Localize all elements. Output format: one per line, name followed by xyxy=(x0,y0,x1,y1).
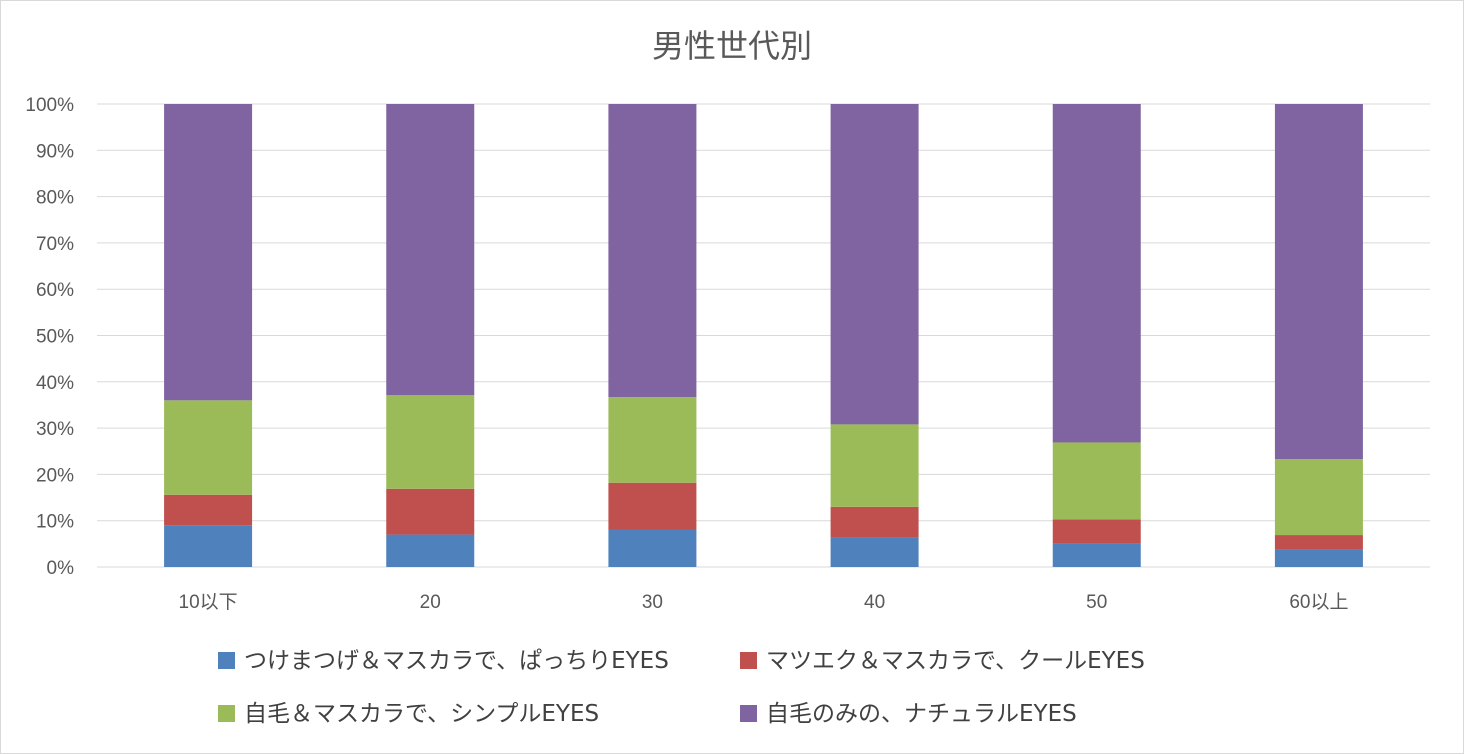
legend-item: 自毛＆マスカラで、シンプルEYES xyxy=(218,701,599,727)
y-tick-label: 60% xyxy=(36,280,74,301)
x-tick-label: 30 xyxy=(642,592,663,613)
chart-title: 男性世代別 xyxy=(652,27,812,65)
x-tick-label: 20 xyxy=(420,592,441,613)
bar-segment xyxy=(1274,104,1363,460)
legend-label: つけまつげ＆マスカラで、ぱっちりEYES xyxy=(244,648,669,674)
bar-segment xyxy=(1274,535,1363,550)
bar-segment xyxy=(164,525,253,567)
bar-segment xyxy=(1052,104,1141,443)
y-tick-label: 40% xyxy=(36,373,74,394)
bars xyxy=(164,104,1363,567)
x-tick-label: 40 xyxy=(864,592,885,613)
legend: つけまつげ＆マスカラで、ぱっちりEYES マツエク＆マスカラで、クールEYES 自毛… xyxy=(218,648,1145,727)
bar-segment xyxy=(608,482,697,530)
bar-segment xyxy=(386,488,475,535)
bar-segment xyxy=(386,534,475,567)
bar-segment xyxy=(1052,442,1141,520)
legend-item: 自毛のみの、ナチュラルEYES xyxy=(740,701,1077,727)
gridlines xyxy=(97,103,1430,568)
bar-segment xyxy=(164,104,253,401)
legend-item: マツエク＆マスカラで、クールEYES xyxy=(740,648,1145,674)
y-axis-tick-labels: 0% 10% 20% 30% 40% 50% 60% 70% 80% 90% 100% xyxy=(25,95,74,579)
bar-segment xyxy=(608,529,697,567)
bar-segment xyxy=(164,494,253,526)
bar-segment xyxy=(1274,459,1363,536)
legend-swatch xyxy=(218,705,235,722)
y-tick-label: 100% xyxy=(25,95,74,116)
y-tick-label: 70% xyxy=(36,234,74,255)
bar-segment xyxy=(830,424,919,507)
bar-segment xyxy=(830,506,919,538)
bar-segment xyxy=(608,104,697,398)
bar-segment xyxy=(386,104,475,396)
bar-segment xyxy=(1052,519,1141,544)
legend-item: つけまつげ＆マスカラで、ぱっちりEYES xyxy=(218,648,669,674)
y-tick-label: 0% xyxy=(47,558,75,579)
legend-label: 自毛のみの、ナチュラルEYES xyxy=(766,701,1077,727)
legend-swatch xyxy=(218,652,235,669)
legend-swatch xyxy=(740,705,757,722)
y-tick-label: 10% xyxy=(36,512,74,533)
y-tick-label: 90% xyxy=(36,141,74,162)
bar-segment xyxy=(830,104,919,425)
bar-segment xyxy=(608,397,697,483)
y-tick-label: 30% xyxy=(36,419,74,440)
bar-segment xyxy=(830,537,919,567)
legend-swatch xyxy=(740,652,757,669)
bar-segment xyxy=(386,395,475,489)
x-tick-label: 60以上 xyxy=(1289,591,1348,613)
bar-segment xyxy=(164,400,253,495)
x-tick-label: 10以下 xyxy=(179,592,238,613)
legend-label: 自毛＆マスカラで、シンプルEYES xyxy=(244,701,599,727)
bar-segment xyxy=(1052,543,1141,567)
x-tick-label: 50 xyxy=(1086,592,1107,613)
y-tick-label: 50% xyxy=(36,327,74,348)
legend-label: マツエク＆マスカラで、クールEYES xyxy=(766,648,1145,674)
bar-segment xyxy=(1274,549,1363,567)
x-axis-tick-labels: 10以下 20 30 40 50 60以上 xyxy=(179,591,1349,613)
y-tick-label: 20% xyxy=(36,465,74,486)
y-tick-label: 80% xyxy=(36,188,74,209)
